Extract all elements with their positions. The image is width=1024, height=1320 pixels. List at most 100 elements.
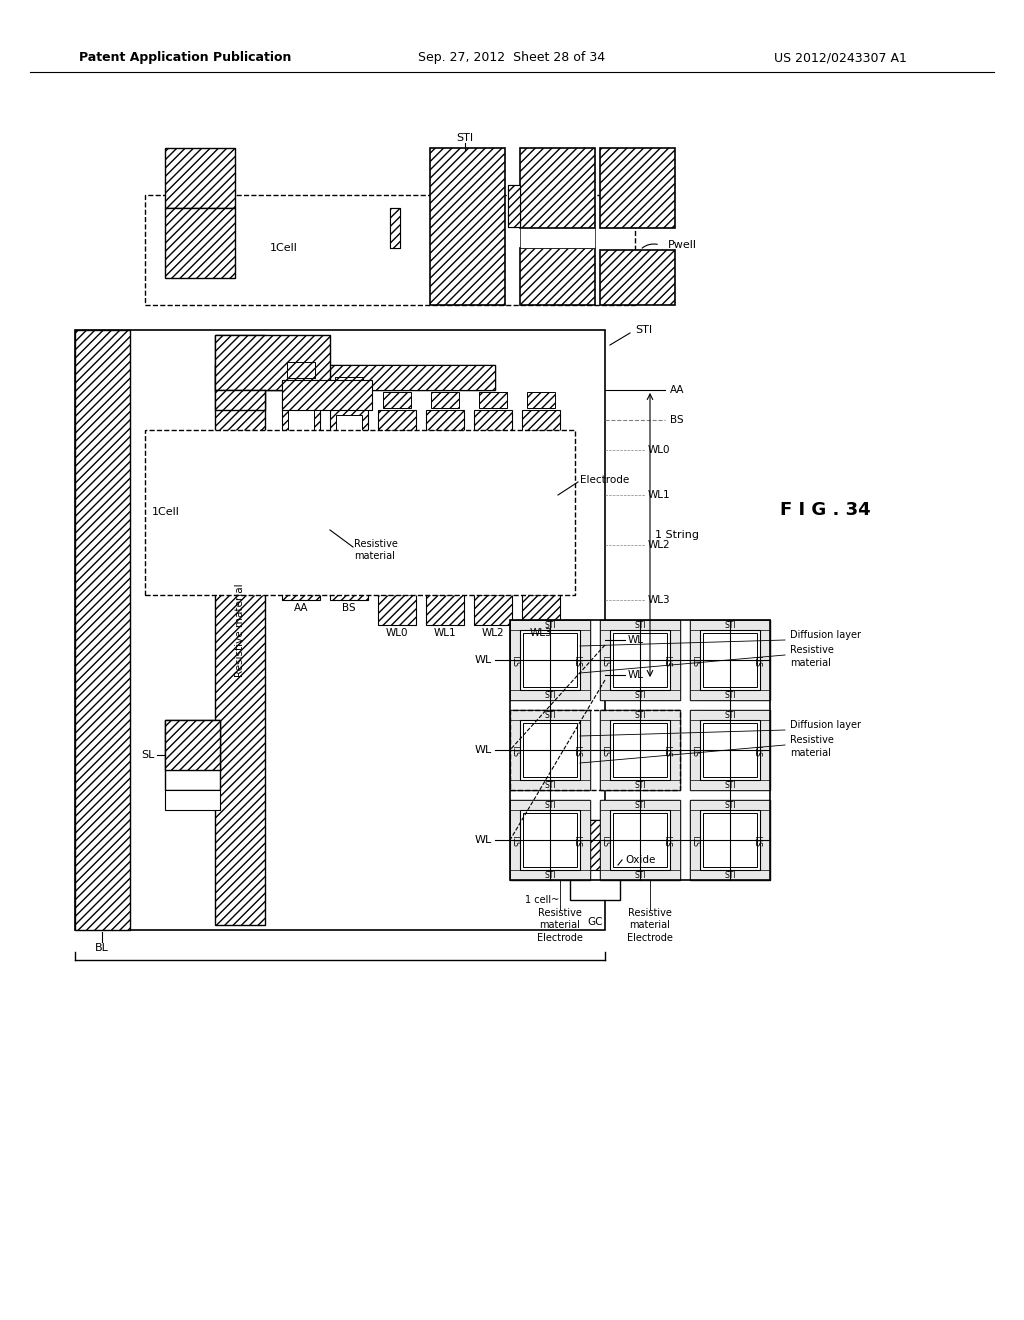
Text: WL0: WL0 — [648, 445, 671, 455]
Bar — [287, 362, 315, 378]
Bar — [520, 228, 595, 248]
Bar — [378, 411, 416, 624]
Text: Diffusion layer: Diffusion layer — [790, 630, 861, 640]
Text: STI: STI — [724, 870, 736, 879]
Text: WL3: WL3 — [529, 628, 552, 638]
Text: SL: SL — [141, 750, 155, 760]
Bar — [165, 719, 220, 789]
Bar — [480, 430, 506, 595]
Text: WL: WL — [628, 635, 644, 645]
Bar — [510, 710, 520, 789]
Text: Resistive: Resistive — [628, 908, 672, 917]
Bar — [479, 392, 507, 408]
Text: STI: STI — [605, 834, 614, 846]
Text: STI: STI — [515, 744, 524, 756]
Text: Resistive: Resistive — [538, 908, 582, 917]
Text: STI: STI — [634, 780, 646, 789]
Bar — [613, 723, 667, 777]
Bar — [510, 620, 590, 700]
Bar — [580, 710, 590, 789]
Text: Electrode: Electrode — [627, 933, 673, 942]
Bar — [523, 634, 577, 686]
Bar — [600, 710, 680, 789]
Text: STI: STI — [724, 710, 736, 719]
Bar — [510, 780, 590, 789]
Bar — [610, 719, 670, 780]
Bar — [282, 380, 319, 601]
Text: 1 String: 1 String — [655, 531, 699, 540]
Text: STI: STI — [756, 834, 765, 846]
Bar — [600, 800, 680, 880]
Bar — [510, 690, 590, 700]
Bar — [690, 800, 770, 880]
Text: US 2012/0243307 A1: US 2012/0243307 A1 — [773, 51, 906, 65]
Bar — [510, 620, 590, 630]
Text: STI: STI — [544, 780, 556, 789]
Bar — [520, 810, 580, 870]
Bar — [760, 800, 770, 880]
Bar — [384, 430, 410, 595]
Bar — [600, 620, 610, 700]
Bar — [613, 813, 667, 867]
Bar — [520, 248, 595, 305]
Bar — [528, 430, 554, 595]
Bar — [523, 723, 577, 777]
Text: AA: AA — [670, 385, 684, 395]
Bar — [600, 870, 680, 880]
Bar — [508, 185, 520, 227]
Text: STI: STI — [634, 690, 646, 700]
Bar — [336, 414, 362, 570]
Text: BL: BL — [95, 942, 109, 953]
Bar — [580, 800, 590, 880]
Bar — [600, 710, 610, 789]
Text: Sep. 27, 2012  Sheet 28 of 34: Sep. 27, 2012 Sheet 28 of 34 — [419, 51, 605, 65]
Bar — [215, 366, 495, 389]
Bar — [690, 780, 770, 789]
Bar — [570, 820, 620, 900]
Bar — [430, 148, 505, 305]
Bar — [282, 380, 372, 411]
Text: WL2: WL2 — [481, 628, 504, 638]
Bar — [690, 620, 770, 630]
Text: Resistive: Resistive — [790, 735, 834, 744]
Bar — [165, 719, 220, 770]
Text: WL1: WL1 — [648, 490, 671, 500]
Bar — [700, 719, 760, 780]
Text: Pwell: Pwell — [668, 240, 697, 249]
Text: STI: STI — [724, 620, 736, 630]
Text: Patent Application Publication: Patent Application Publication — [79, 51, 291, 65]
Text: STI: STI — [457, 133, 473, 143]
Text: STI: STI — [575, 834, 585, 846]
Bar — [330, 395, 368, 601]
Text: STI: STI — [666, 834, 675, 846]
Bar — [510, 870, 590, 880]
Text: material: material — [790, 748, 830, 758]
Bar — [510, 800, 590, 880]
Bar — [215, 335, 330, 389]
Text: GC: GC — [587, 917, 603, 927]
Bar — [690, 690, 770, 700]
Bar — [390, 209, 400, 248]
Text: WL: WL — [475, 655, 492, 665]
Bar — [165, 148, 234, 209]
Bar — [690, 620, 770, 700]
Bar — [508, 185, 520, 227]
Bar — [580, 620, 590, 700]
Text: WL0: WL0 — [386, 628, 409, 638]
Bar — [600, 249, 675, 305]
Bar — [215, 389, 265, 411]
Bar — [510, 710, 680, 789]
Bar — [760, 620, 770, 700]
Bar — [703, 813, 757, 867]
Bar — [145, 430, 575, 595]
Bar — [610, 810, 670, 870]
Text: STI: STI — [724, 780, 736, 789]
Text: STI: STI — [515, 655, 524, 665]
Bar — [690, 710, 770, 719]
Bar — [690, 620, 700, 700]
Bar — [383, 392, 411, 408]
Text: STI: STI — [634, 620, 646, 630]
Text: STI: STI — [666, 655, 675, 665]
Bar — [474, 411, 512, 624]
Bar — [522, 411, 560, 624]
